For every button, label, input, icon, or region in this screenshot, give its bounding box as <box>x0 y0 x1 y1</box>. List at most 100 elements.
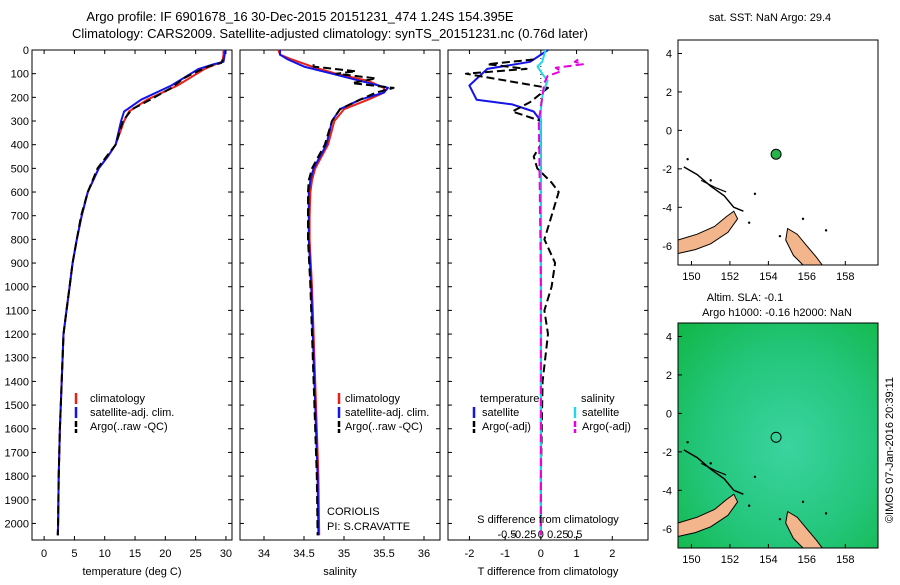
map-ytick-label: 2 <box>666 87 672 99</box>
legend-ssat-label: satellite <box>582 407 619 419</box>
ytick-label: 300 <box>11 116 29 128</box>
ytick-label: 1600 <box>5 424 29 436</box>
map-ytick-label: -4 <box>662 485 672 497</box>
ytick-label: 200 <box>11 92 29 104</box>
map-xtick-label: 156 <box>798 554 816 566</box>
map-xtick-label: 156 <box>798 271 816 283</box>
ytick-label: 600 <box>11 187 29 199</box>
legend-sat-label: satellite-adj. clim. <box>90 407 174 419</box>
map-xtick-label: 150 <box>682 554 700 566</box>
stick-label: -0.5 <box>497 529 516 541</box>
xtick-label: 35.5 <box>373 548 394 560</box>
ytick-label: 800 <box>11 234 29 246</box>
legend-header-salinity: salinity <box>581 393 615 405</box>
islet <box>801 217 805 221</box>
island-coast <box>700 462 727 476</box>
islet <box>824 229 828 232</box>
new-britain-land <box>677 210 739 255</box>
islet <box>686 441 689 444</box>
ytick-label: 700 <box>11 211 29 223</box>
sst-map: 150 152 154 156 158 4 2 0 -2 -4 -6 <box>662 48 854 283</box>
legend-clim-label: climatology <box>90 393 146 405</box>
xtick-label: -2 <box>465 548 475 560</box>
map-ytick-label: 4 <box>666 48 672 60</box>
ytick-label: 1300 <box>5 353 29 365</box>
xtick-label: 36 <box>418 548 430 560</box>
map-xtick-label: 150 <box>682 271 700 283</box>
xtick-label: 20 <box>159 548 171 560</box>
xtick-label: 25 <box>190 548 202 560</box>
xtick-label: 1 <box>574 548 580 560</box>
map-ytick-label: 4 <box>666 331 672 343</box>
legend-sat-label: satellite-adj. clim. <box>345 407 429 419</box>
difference-xlabel: T difference from climatology <box>478 566 619 578</box>
difference-axes <box>447 49 649 541</box>
ytick-label: 2000 <box>5 518 29 530</box>
bougainville-land <box>785 510 824 549</box>
argo-float-marker <box>770 431 782 443</box>
xtick-label: 34.5 <box>293 548 314 560</box>
difference-top-label: S difference from climatology <box>477 514 619 526</box>
new-ireland-coast <box>683 166 744 212</box>
series-line-sal_argo <box>537 58 584 536</box>
map-ytick-label: -2 <box>662 164 672 176</box>
xtick-label: 10 <box>99 548 111 560</box>
islet <box>753 475 757 479</box>
legend-sargo-label: Argo(-adj) <box>582 421 631 433</box>
map-ytick-label: 0 <box>666 125 672 137</box>
xtick-label: -1 <box>500 548 510 560</box>
map-xtick-label: 158 <box>836 554 854 566</box>
bougainville-land <box>785 227 824 266</box>
xtick-label: 30 <box>220 548 232 560</box>
figure-title: Argo profile: IF 6901678_16 30-Dec-2015 … <box>86 9 513 24</box>
ytick-label: 1000 <box>5 282 29 294</box>
ytick-label: 1100 <box>5 305 29 317</box>
sla-map: 150 152 154 156 158 4 2 0 -2 -4 -6 <box>662 331 854 566</box>
xtick-label: 35 <box>338 548 350 560</box>
salinity-xlabel: salinity <box>323 566 357 578</box>
series-line-sat <box>56 50 226 536</box>
xtick-label: 2 <box>609 548 615 560</box>
islet <box>778 517 782 521</box>
islet <box>747 221 751 224</box>
temperature-axes <box>31 49 233 541</box>
annotation-pi: PI: S.CRAVATTE <box>327 521 410 533</box>
salinity-legend: climatology satellite-adj. clim. Argo(..… <box>327 393 429 533</box>
xtick-label: 5 <box>71 548 77 560</box>
map-ytick-label: 0 <box>666 408 672 420</box>
salinity-axes <box>239 49 441 541</box>
series-line-argo <box>307 64 395 536</box>
salinity-plot: 34 34.5 35 35.5 36 <box>240 49 440 560</box>
series-line-argo <box>464 58 560 536</box>
sla-map-subtitle: Argo h1000: -0.16 h2000: NaN <box>702 307 852 319</box>
xtick-label: 0 <box>538 548 544 560</box>
ytick-label: 0 <box>23 45 29 57</box>
ytick-label: 500 <box>11 163 29 175</box>
sst-map-title: sat. SST: NaN Argo: 29.4 <box>709 12 831 24</box>
xtick-label: 34 <box>258 548 270 560</box>
map-ytick-label: -2 <box>662 447 672 459</box>
figure-subtitle: Climatology: CARS2009. Satellite-adjuste… <box>72 26 588 41</box>
legend-argo-label: Argo(..raw -QC) <box>90 421 168 433</box>
ytick-label: 100 <box>11 69 29 81</box>
series-line-clim <box>56 50 225 536</box>
map-ytick-label: -6 <box>662 524 672 536</box>
annotation-coriolis: CORIOLIS <box>327 506 380 518</box>
map-xtick-label: 152 <box>721 271 739 283</box>
map-xtick-label: 154 <box>759 554 777 566</box>
legend-argo-label: Argo(..raw -QC) <box>345 421 423 433</box>
sla-map-title: Altim. SLA: -0.1 <box>707 292 783 304</box>
islet <box>709 179 712 182</box>
difference-legend: temperature salinity satellite Argo(-adj… <box>472 393 631 433</box>
ytick-label: 1500 <box>5 400 29 412</box>
temperature-plot: 0100200300400500600700800900100011001200… <box>5 45 233 560</box>
argo-float-marker <box>770 148 782 160</box>
series-line-sat <box>468 49 549 536</box>
xtick-label: 15 <box>129 548 141 560</box>
islet <box>709 462 712 465</box>
ytick-label: 900 <box>11 258 29 270</box>
ytick-label: 1800 <box>5 471 29 483</box>
new-britain-land <box>677 493 739 538</box>
